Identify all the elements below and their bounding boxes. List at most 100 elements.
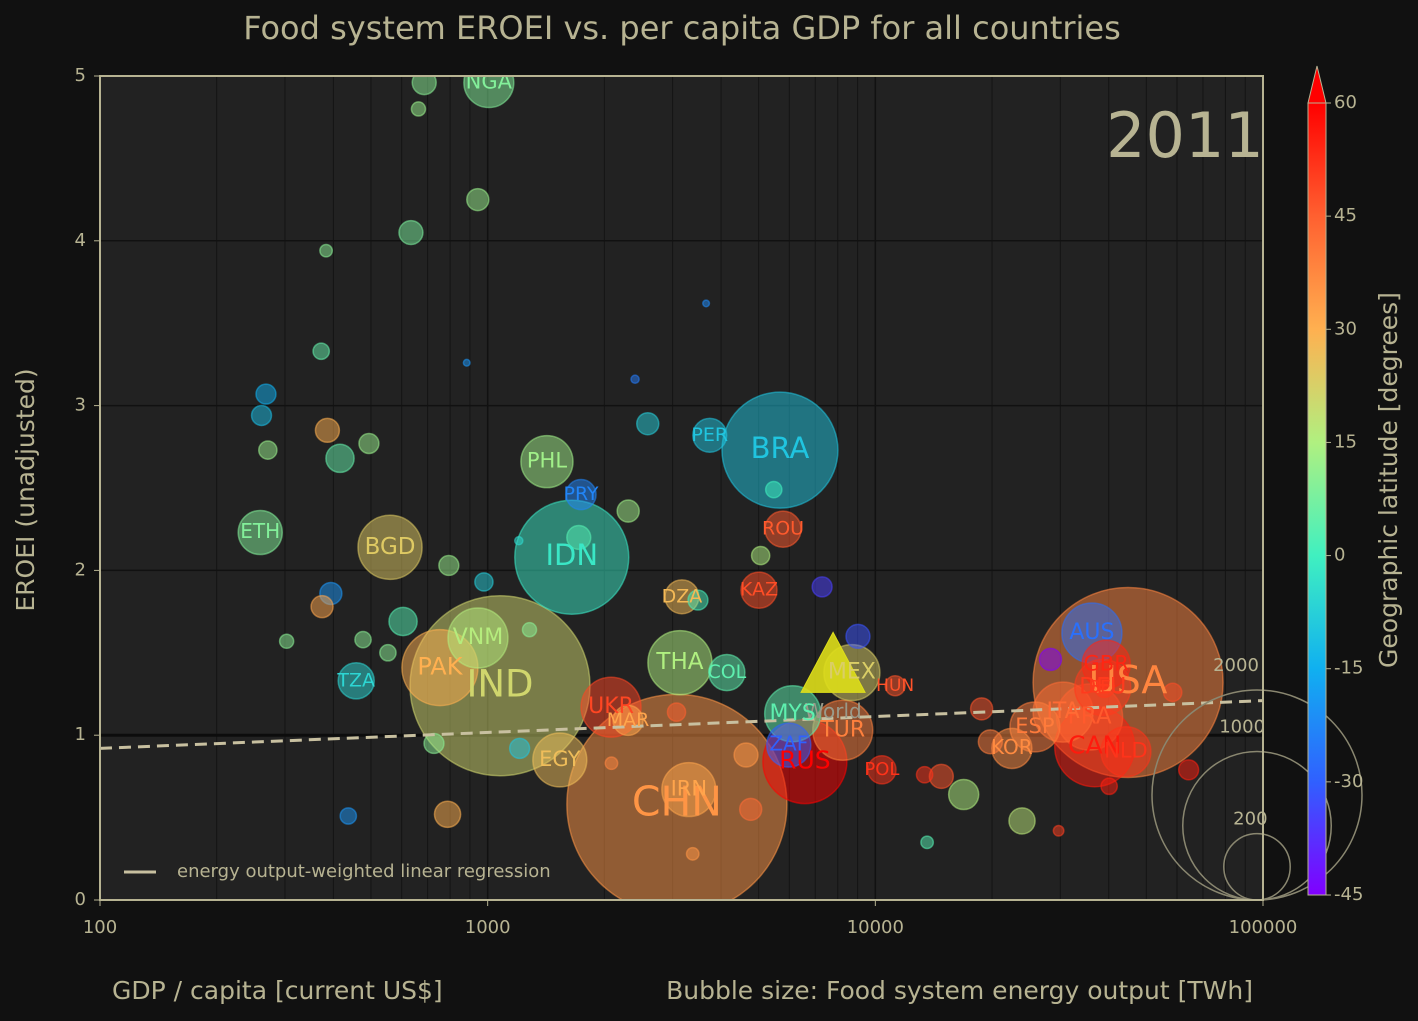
bubble-label: BEL bbox=[1089, 677, 1121, 697]
bubble bbox=[532, 732, 588, 788]
bubble bbox=[258, 440, 278, 460]
x-tick-label: 10000 bbox=[847, 917, 904, 938]
reference-point bbox=[800, 631, 866, 693]
bubble bbox=[357, 514, 423, 581]
bubble bbox=[708, 653, 746, 692]
bubble-label: USA bbox=[1089, 658, 1168, 702]
bubble bbox=[319, 243, 334, 258]
overlay: 100 1000 10000 10000001234520001000200energ… bbox=[75, 65, 1364, 938]
colorbar bbox=[1307, 102, 1327, 896]
bubble bbox=[314, 417, 341, 444]
bubble bbox=[969, 697, 994, 721]
bubble bbox=[635, 411, 660, 436]
bubble bbox=[604, 756, 619, 771]
year-annotation: 2011 bbox=[1106, 99, 1264, 172]
bubble bbox=[1052, 824, 1065, 837]
y-tick-label: 5 bbox=[75, 65, 86, 86]
bubble bbox=[358, 432, 380, 455]
bubble bbox=[738, 797, 763, 822]
bubble-label: RUS bbox=[779, 746, 831, 775]
x-tick-label: 100000 bbox=[1229, 917, 1298, 938]
bubble bbox=[325, 443, 355, 474]
bubble bbox=[433, 800, 462, 829]
bubble-label: VNM bbox=[453, 625, 504, 650]
bubble bbox=[692, 417, 728, 453]
bubble-label: POL bbox=[864, 759, 899, 780]
bubble bbox=[702, 299, 711, 308]
bubble bbox=[520, 434, 574, 489]
bubble-label: IND bbox=[466, 662, 533, 705]
size-legend-label: 200 bbox=[1233, 809, 1267, 830]
bubble bbox=[447, 607, 509, 669]
bubble-label: BGD bbox=[365, 534, 416, 560]
x-tick-label: 100 bbox=[83, 917, 117, 938]
bubble bbox=[915, 765, 934, 784]
bubble bbox=[508, 737, 531, 760]
size-label: Bubble size: Food system energy output [… bbox=[666, 976, 1253, 1005]
bubble bbox=[764, 510, 802, 548]
colorbar-tick-label: 60 bbox=[1334, 92, 1357, 113]
bubble bbox=[466, 187, 490, 212]
bubble-labels: World CHN USA IND BRA IDN RUS CAN PAK FRA BGD THA VN… bbox=[240, 76, 1168, 825]
bubble bbox=[1008, 807, 1036, 835]
bubble bbox=[438, 554, 460, 577]
x-axis-label: GDP / capita [current US$] bbox=[112, 976, 443, 1005]
bubble bbox=[250, 404, 273, 427]
bubble-label: KAZ bbox=[740, 579, 778, 601]
bubble bbox=[750, 545, 771, 566]
bubble-label: DEU bbox=[1079, 674, 1126, 699]
bubble bbox=[278, 633, 295, 650]
bubble-label: BRA bbox=[751, 431, 810, 465]
y-axis-label: EROEI (unadjusted) bbox=[11, 368, 40, 611]
bubble bbox=[339, 807, 358, 825]
bubble-label: EGY bbox=[539, 747, 580, 771]
bubble bbox=[1038, 647, 1063, 672]
bubble-label: GBR bbox=[1084, 651, 1129, 675]
bubble bbox=[410, 101, 427, 117]
bubble bbox=[462, 358, 471, 367]
bubble bbox=[310, 594, 334, 619]
bubble-label: IDN bbox=[545, 538, 598, 572]
bubble bbox=[616, 499, 640, 523]
bubble-label: THA bbox=[655, 649, 703, 675]
bubble bbox=[474, 572, 494, 592]
bubble bbox=[1100, 777, 1119, 796]
bubble-label: MAR bbox=[607, 709, 650, 731]
bubble-label: AUS bbox=[1069, 620, 1114, 645]
bubble-label: DZA bbox=[662, 585, 703, 607]
bubble bbox=[379, 643, 397, 662]
y-tick-label: 2 bbox=[75, 559, 86, 580]
bubble bbox=[721, 391, 839, 509]
bubble-label: PAK bbox=[417, 653, 463, 681]
bubble bbox=[513, 535, 524, 546]
bubble-label: COL bbox=[707, 661, 746, 683]
bubble bbox=[1177, 759, 1200, 781]
bubble-label: CAN bbox=[1068, 731, 1121, 760]
bubble bbox=[630, 374, 640, 385]
y-tick-label: 3 bbox=[75, 395, 86, 416]
bubble bbox=[733, 742, 759, 768]
size-legend-label: 1000 bbox=[1219, 717, 1265, 738]
bubble-label: NLD bbox=[1104, 739, 1148, 763]
bubble bbox=[687, 589, 709, 611]
colorbar-tick-label: 15 bbox=[1334, 431, 1357, 452]
x-tick-label: 1000 bbox=[465, 917, 511, 938]
bubble-label: MEX bbox=[828, 660, 876, 685]
bubble-label: ETH bbox=[240, 519, 280, 543]
bubble-label: ROU bbox=[762, 518, 804, 540]
bubble-label: ZAF bbox=[769, 732, 808, 756]
colorbar-tick-label: 45 bbox=[1334, 205, 1357, 226]
bubble bbox=[411, 76, 437, 96]
colorbar-tick-label: 30 bbox=[1334, 318, 1357, 339]
bubble bbox=[337, 662, 375, 700]
y-tick-label: 4 bbox=[75, 230, 86, 251]
bubble bbox=[1162, 682, 1183, 703]
colorbar-tick-label: -30 bbox=[1334, 771, 1363, 792]
bubble bbox=[255, 383, 277, 405]
colorbar-tick-label: -45 bbox=[1334, 884, 1363, 905]
bubble-label: CHN bbox=[632, 777, 722, 825]
bubble bbox=[354, 630, 372, 649]
bubble-label: ESP bbox=[1015, 714, 1054, 738]
bubble bbox=[1093, 676, 1116, 699]
